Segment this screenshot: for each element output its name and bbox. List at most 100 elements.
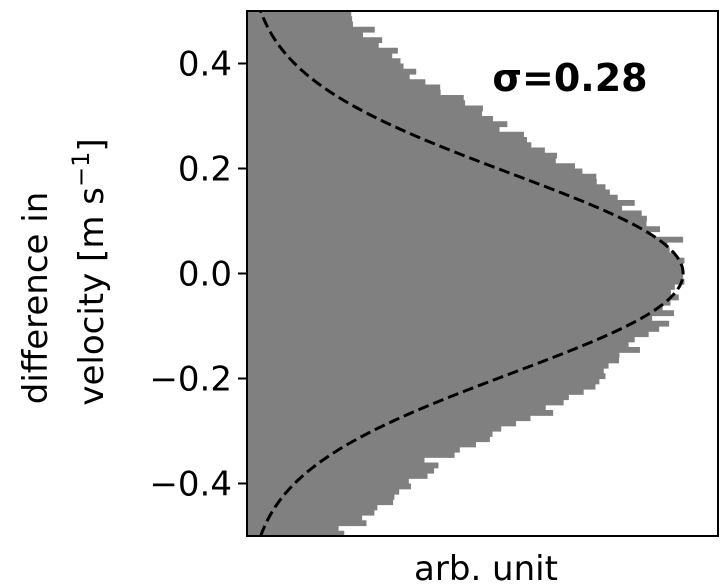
histogram-bar	[247, 404, 546, 411]
histogram-bar	[247, 210, 642, 217]
histogram-bar	[247, 194, 618, 201]
histogram-bar	[247, 184, 606, 191]
histogram-bar	[247, 478, 409, 485]
histogram-bar	[247, 389, 584, 395]
histogram-bar	[247, 399, 564, 406]
histogram-bar	[247, 509, 375, 516]
plot-area	[246, 10, 719, 537]
histogram-bar	[247, 530, 345, 536]
histogram-bar	[247, 231, 651, 238]
sigma-annotation: σ=0.28	[492, 56, 647, 100]
histogram-bar	[247, 105, 483, 112]
y-tick-label: −0.4	[149, 465, 232, 505]
histogram-bar	[247, 147, 545, 154]
histogram-bar	[247, 32, 364, 38]
histogram-bar	[247, 205, 623, 212]
histogram-bar	[247, 173, 597, 180]
histogram-bar	[247, 89, 441, 96]
histogram-bar	[247, 420, 517, 427]
histogram-bar	[247, 362, 609, 369]
histogram-bar	[247, 179, 597, 185]
histogram-bar	[247, 68, 417, 75]
histogram-bar	[247, 326, 660, 332]
histogram-bar	[247, 410, 554, 416]
y-axis-ticks: −0.4 −0.2 0.0 0.2 0.4	[149, 45, 247, 505]
histogram-bar	[247, 79, 426, 86]
histogram-bar	[247, 110, 483, 117]
histogram-bar	[247, 383, 596, 390]
histogram-bar	[247, 331, 649, 338]
histogram-bar	[247, 278, 685, 285]
histogram-bar	[247, 378, 600, 385]
y-tick-label: −0.2	[149, 360, 232, 400]
histogram-bar	[247, 84, 441, 91]
histogram-bar	[247, 436, 490, 443]
histogram-bar	[247, 373, 606, 380]
histogram-bar	[247, 226, 660, 233]
histogram-bar	[247, 168, 583, 175]
histogram-bar	[247, 273, 684, 280]
y-axis-label: difference in velocity [m s−1]	[16, 138, 112, 405]
histogram-bar	[247, 336, 635, 343]
histogram-bar	[247, 131, 524, 138]
histogram-bar	[247, 268, 684, 275]
histogram-bar	[247, 525, 339, 532]
histogram-bar	[247, 121, 508, 128]
histogram-bar	[247, 126, 500, 133]
histogram-bar	[247, 347, 640, 353]
histogram-bar	[247, 504, 378, 511]
histogram-bar	[247, 425, 502, 432]
histogram-bar	[247, 37, 383, 44]
histogram-bar	[247, 368, 604, 374]
histogram-bar	[247, 452, 455, 458]
histogram-bar	[247, 252, 676, 259]
histogram-bar	[247, 221, 647, 227]
histogram-bar	[247, 284, 675, 290]
histogram-bar	[247, 415, 531, 422]
y-tick-label: 0.0	[178, 255, 232, 295]
histogram-bar	[247, 473, 428, 479]
histogram-bar	[247, 446, 460, 453]
histogram-bar	[247, 315, 653, 322]
histogram-bar	[247, 47, 398, 54]
histogram-bar	[247, 441, 476, 448]
histogram-bar	[247, 95, 464, 101]
histogram-bar	[247, 63, 404, 70]
histogram-bar	[247, 263, 681, 269]
histogram-bar	[247, 158, 556, 164]
histogram-bar	[247, 26, 375, 33]
histogram-bar	[247, 499, 394, 506]
histogram-bar	[247, 515, 363, 521]
histogram-bar	[247, 189, 610, 196]
histogram-bar	[247, 53, 393, 59]
histogram-bar	[247, 299, 671, 306]
histogram-bar	[247, 462, 439, 469]
x-axis-label: arb. unit	[414, 549, 558, 586]
histogram-bar	[247, 11, 352, 17]
histogram-bar	[247, 352, 620, 359]
histogram-bar	[247, 488, 400, 495]
gaussian-fit-line	[259, 11, 685, 536]
histogram-bar	[247, 200, 635, 206]
histogram-bar	[247, 394, 569, 401]
histogram-bar	[247, 310, 674, 317]
histogram-bar	[247, 320, 670, 327]
histogram-bar	[247, 357, 620, 364]
histogram-bar	[247, 236, 684, 243]
histogram-bar	[247, 341, 629, 348]
histogram-bar	[247, 21, 353, 28]
histogram-bar	[247, 305, 663, 311]
histogram-bar	[247, 74, 410, 80]
histogram-bar	[247, 242, 668, 248]
y-axis-label-line-2: velocity [m s−1]	[67, 138, 112, 405]
histogram-bar	[247, 137, 527, 143]
histogram-bar	[247, 142, 532, 149]
histogram-bar	[247, 116, 493, 122]
histogram-bar	[247, 494, 395, 500]
histogram-bar	[247, 215, 647, 222]
y-tick-label: 0.2	[178, 150, 232, 190]
histogram-bar	[247, 520, 367, 527]
histogram-bar	[247, 289, 671, 296]
histogram-bar	[247, 467, 435, 474]
